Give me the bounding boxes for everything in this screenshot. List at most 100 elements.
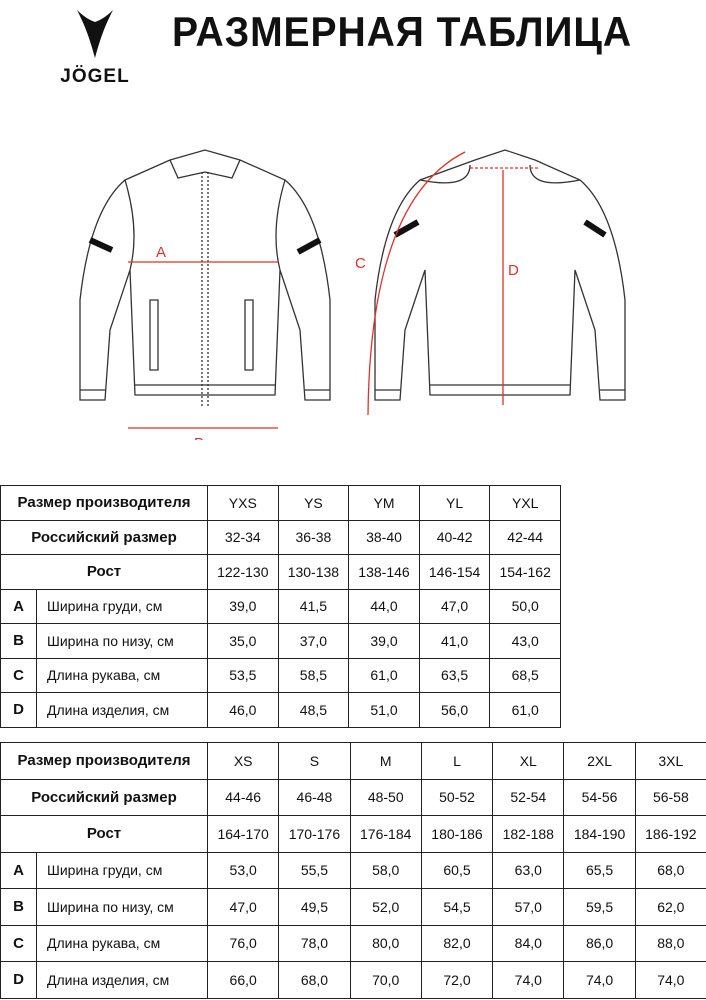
measure-value: 56,0	[418, 692, 491, 728]
manufacturer-size-row-cell: M	[349, 742, 422, 780]
measure-value: 74,0	[634, 961, 706, 999]
measure-value: 60,5	[420, 851, 494, 889]
measure-value: 47,0	[418, 588, 491, 624]
label-c: C	[355, 255, 366, 272]
measure-value: 70,0	[349, 961, 422, 999]
brand-name: JÖGEL	[60, 66, 130, 87]
height-row-cell: 154-162	[489, 554, 561, 590]
measure-value: 68,0	[278, 961, 351, 999]
measurement-row: C Длина рукава, см 53,5 58,5 61,0 63,5 68,5	[0, 657, 561, 693]
measure-value: 82,0	[420, 924, 494, 962]
measure-label: Ширина груди, см	[35, 588, 209, 624]
manufacturer-size-row-cell: YXL	[489, 485, 561, 521]
measure-value: 66,0	[207, 961, 280, 999]
height-row: Рост 164-170 170-176 176-184 180-186 182-188 1…	[0, 815, 706, 853]
manufacturer-size-row-cell: S	[278, 742, 351, 780]
measure-value: 61,0	[489, 692, 561, 728]
russian-size-row: Российский размер 32-34 36-38 38-40 40-42 42-…	[0, 519, 561, 555]
measurement-row: A Ширина груди, см 53,0 55,5 58,0 60,5 63,0 65,…	[0, 851, 706, 889]
russian-size-row-cell: 54-56	[563, 778, 636, 816]
manufacturer-size-row: Размер производителя YXS YS YM YL YXL	[0, 485, 561, 521]
measure-letter: A	[0, 588, 37, 624]
measure-label: Длина изделия, см	[35, 961, 209, 999]
height-row-cell: 146-154	[418, 554, 491, 590]
measure-value: 58,0	[349, 851, 422, 889]
measure-label: Ширина груди, см	[35, 851, 209, 889]
measure-value: 48,5	[277, 692, 350, 728]
label-a: A	[156, 244, 166, 261]
brand-logo: JÖGEL	[55, 6, 135, 87]
russian-size-row: Российский размер 44-46 46-48 48-50 50-52 52-…	[0, 778, 706, 816]
manufacturer-size-row-cell: YXS	[207, 485, 279, 521]
label-b: B	[194, 435, 204, 440]
russian-size-row-label: Российский размер	[0, 519, 209, 555]
manufacturer-size-row: Размер производителя XS S M L XL 2XL 3XL	[0, 742, 706, 780]
measure-letter: B	[0, 623, 37, 659]
measure-value: 63,0	[492, 851, 565, 889]
measure-value: 55,5	[278, 851, 351, 889]
measurement-row: C Длина рукава, см 76,0 78,0 80,0 82,0 84,0 86,…	[0, 924, 706, 962]
measure-value: 88,0	[634, 924, 706, 962]
russian-size-row-cell: 52-54	[492, 778, 565, 816]
manufacturer-size-row-cell: XS	[207, 742, 280, 780]
measure-label: Ширина по низу, см	[35, 888, 209, 926]
height-row-cell: 182-188	[492, 815, 565, 853]
measure-value: 57,0	[492, 888, 565, 926]
measure-letter: D	[0, 961, 37, 999]
measure-value: 37,0	[277, 623, 350, 659]
height-row-cell: 164-170	[207, 815, 280, 853]
measure-value: 74,0	[563, 961, 636, 999]
manufacturer-size-row-cell: XL	[492, 742, 565, 780]
measure-value: 86,0	[563, 924, 636, 962]
manufacturer-size-row-label: Размер производителя	[0, 485, 209, 521]
measure-value: 84,0	[492, 924, 565, 962]
measure-value: 58,5	[277, 657, 350, 693]
measurement-row: B Ширина по низу, см 35,0 37,0 39,0 41,0 43,0	[0, 623, 561, 659]
russian-size-row-cell: 48-50	[349, 778, 422, 816]
measurement-row: B Ширина по низу, см 47,0 49,5 52,0 54,5 57,0 5…	[0, 888, 706, 926]
jacket-diagram: A B C D	[79, 149, 626, 440]
measure-label: Длина рукава, см	[35, 657, 209, 693]
measure-value: 61,0	[348, 657, 420, 693]
page-title: РАЗМЕРНАЯ ТАБЛИЦА	[172, 8, 633, 55]
measurement-row: A Ширина груди, см 39,0 41,5 44,0 47,0 50,0	[0, 588, 561, 624]
logo-mark-icon	[77, 10, 113, 58]
russian-size-row-cell: 32-34	[207, 519, 279, 555]
manufacturer-size-row-cell: YM	[348, 485, 420, 521]
size-table-adult: Размер производителя XS S M L XL 2XL 3XL Российс…	[0, 742, 706, 999]
measure-value: 46,0	[207, 692, 279, 728]
measure-value: 49,5	[278, 888, 351, 926]
measure-letter: A	[0, 851, 37, 889]
russian-size-row-cell: 50-52	[420, 778, 494, 816]
manufacturer-size-row-label: Размер производителя	[0, 742, 209, 780]
measure-value: 51,0	[348, 692, 420, 728]
height-row-cell: 122-130	[207, 554, 279, 590]
russian-size-row-cell: 38-40	[348, 519, 420, 555]
measure-label: Длина рукава, см	[35, 924, 209, 962]
measurement-row: D Длина изделия, см 46,0 48,5 51,0 56,0 61,0	[0, 692, 561, 728]
height-row-cell: 130-138	[277, 554, 350, 590]
manufacturer-size-row-cell: 3XL	[634, 742, 706, 780]
measure-value: 68,0	[634, 851, 706, 889]
height-row-cell: 180-186	[420, 815, 494, 853]
jacket-back-icon	[374, 149, 626, 401]
measure-value: 59,5	[563, 888, 636, 926]
russian-size-row-cell: 40-42	[418, 519, 491, 555]
measure-value: 54,5	[420, 888, 494, 926]
measure-value: 44,0	[348, 588, 420, 624]
measure-value: 35,0	[207, 623, 279, 659]
measure-value: 39,0	[207, 588, 279, 624]
russian-size-row-cell: 36-38	[277, 519, 350, 555]
manufacturer-size-row-cell: L	[420, 742, 494, 780]
height-row-label: Рост	[0, 815, 209, 853]
measurement-row: D Длина изделия, см 66,0 68,0 70,0 72,0 74,0 74…	[0, 961, 706, 999]
measure-value: 78,0	[278, 924, 351, 962]
height-row-cell: 186-192	[634, 815, 706, 853]
manufacturer-size-row-cell: 2XL	[563, 742, 636, 780]
height-row-cell: 176-184	[349, 815, 422, 853]
size-table-youth: Размер производителя YXS YS YM YL YXL Российск…	[0, 485, 561, 728]
height-row-label: Рост	[0, 554, 209, 590]
measure-value: 62,0	[634, 888, 706, 926]
measure-value: 41,5	[277, 588, 350, 624]
jacket-front-icon	[79, 149, 331, 408]
